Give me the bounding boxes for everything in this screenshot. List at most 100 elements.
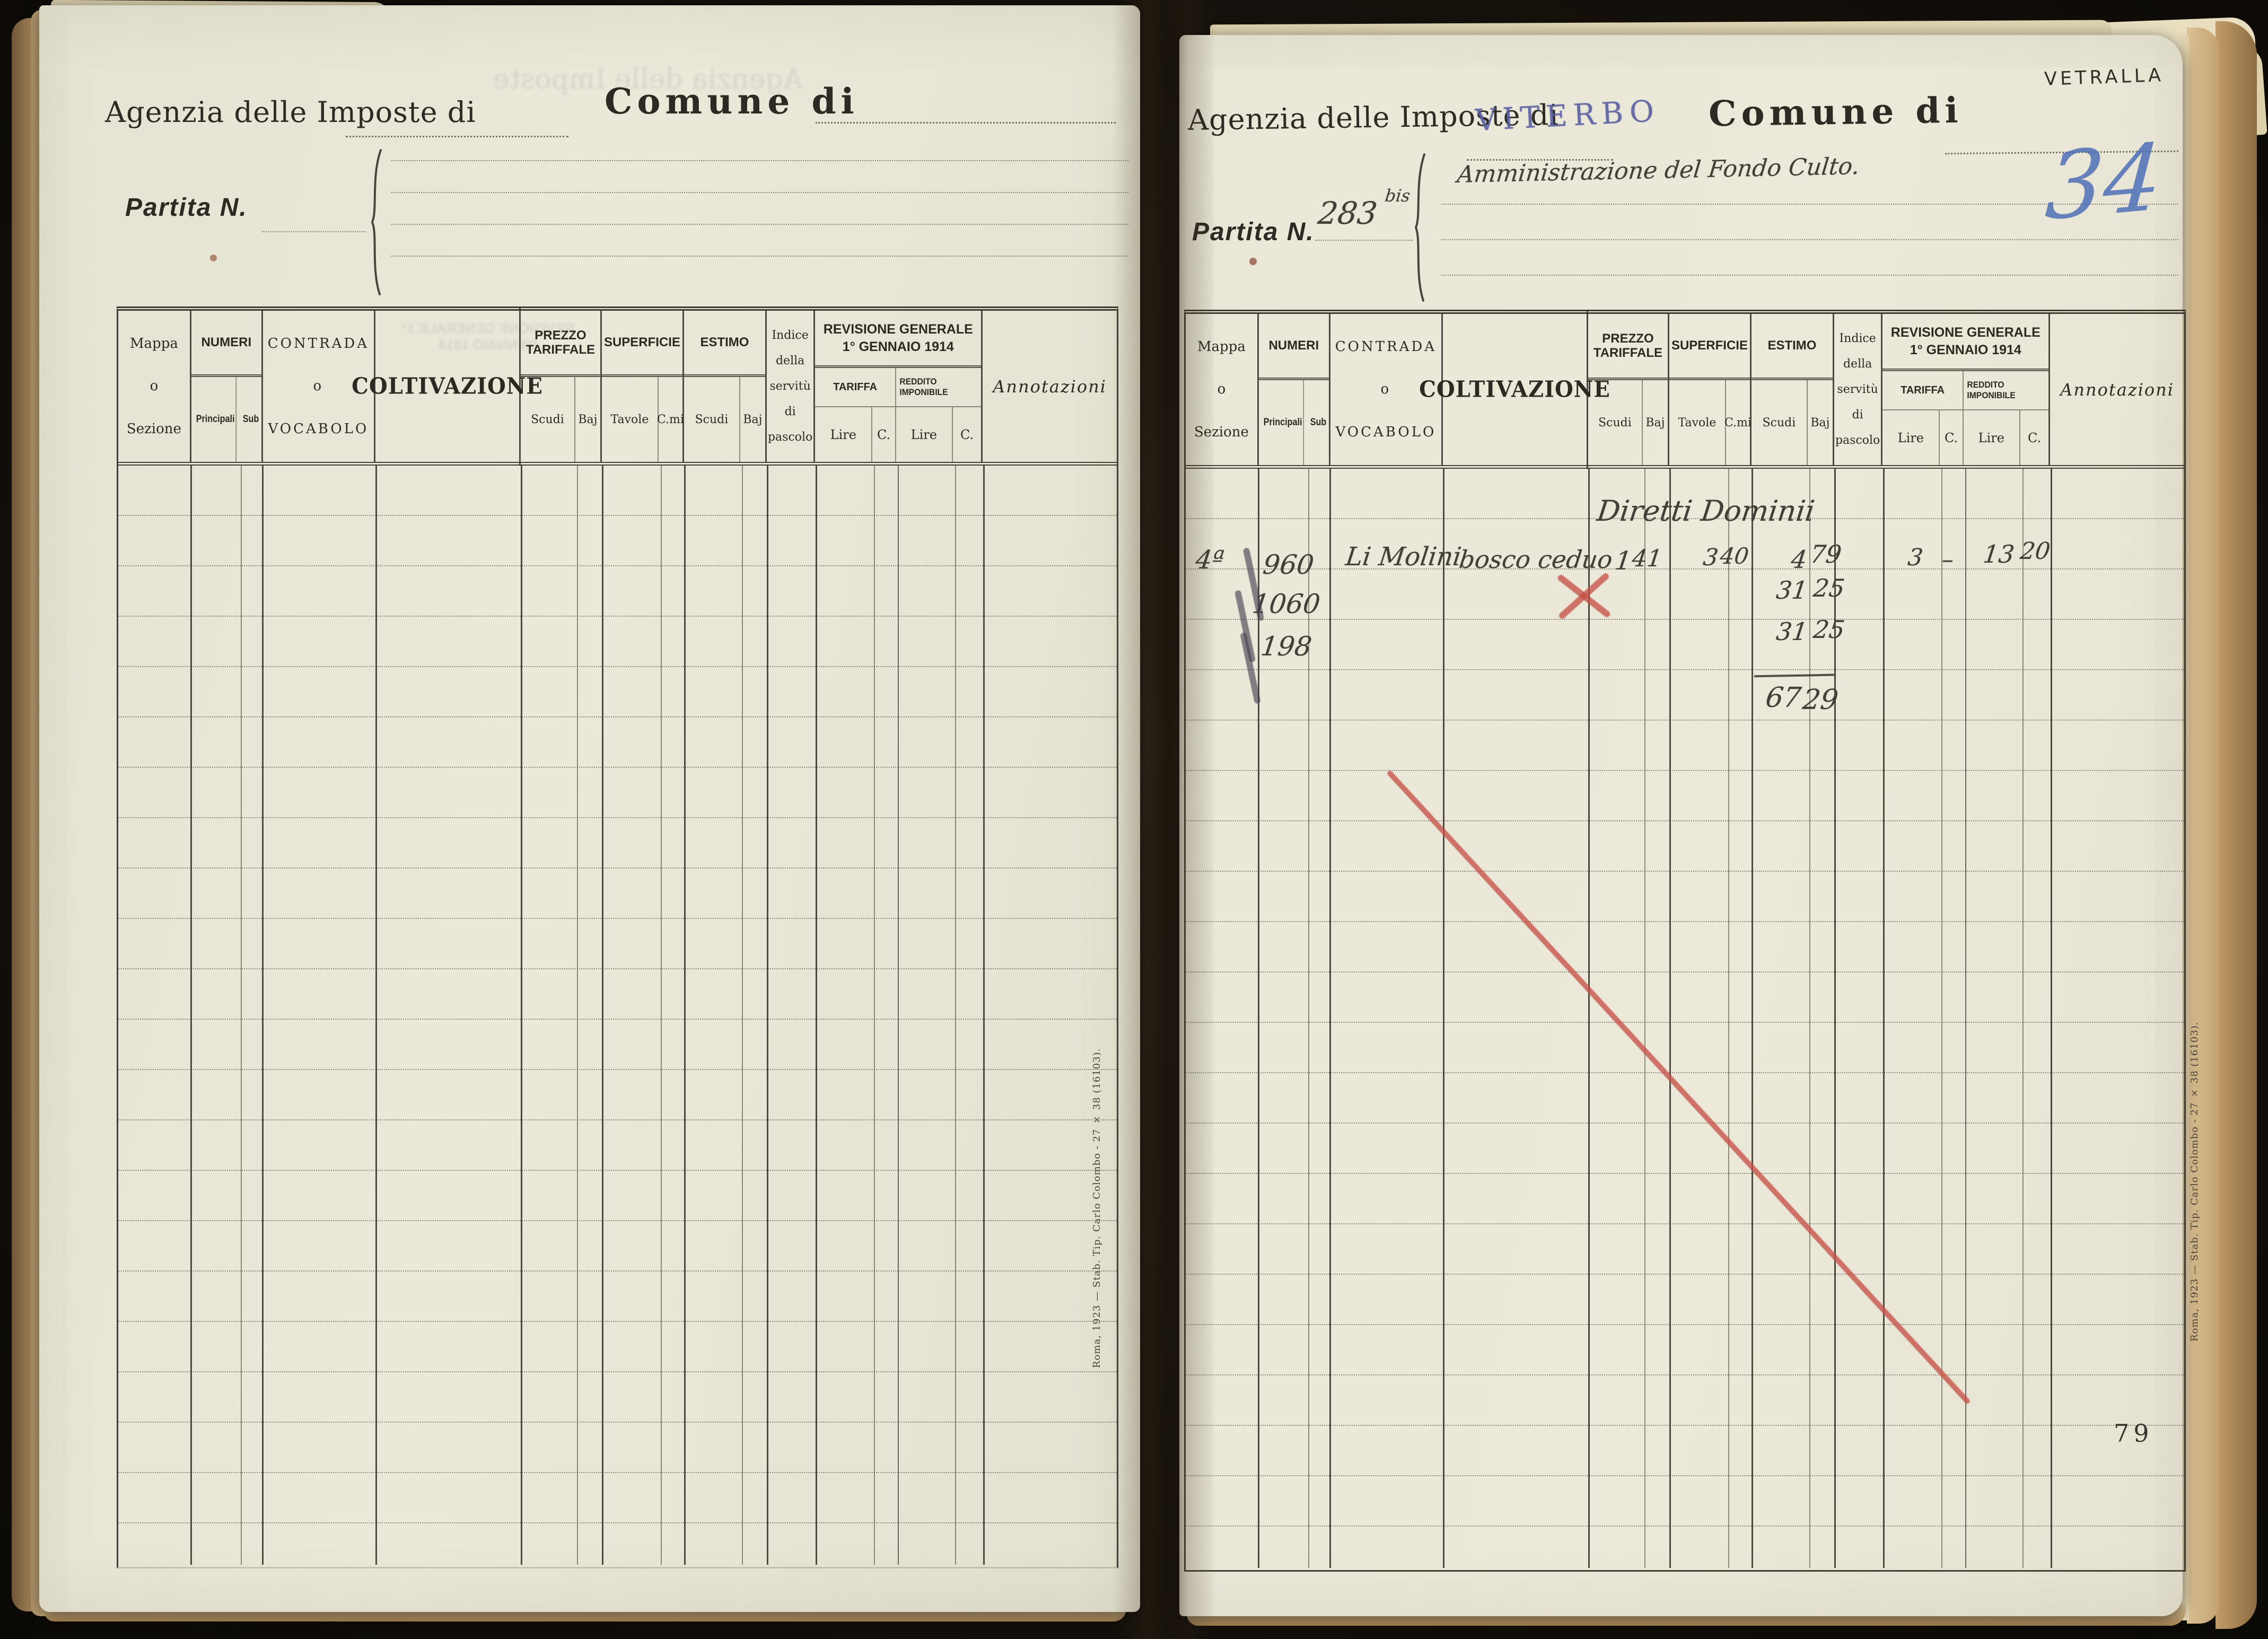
column-line xyxy=(521,466,522,1565)
column-header-numeri: NUMERI Principali Sub xyxy=(191,311,263,462)
fill-in-line xyxy=(816,122,1116,124)
column-header-sub: Sub xyxy=(242,414,259,425)
column-line xyxy=(874,466,875,1565)
column-line xyxy=(1752,469,1753,1568)
ink-stain xyxy=(210,255,217,261)
column-line xyxy=(983,466,985,1565)
column-header-reddito-c: C. xyxy=(2027,430,2042,445)
column-line xyxy=(1965,469,1966,1568)
column-header-tavole: Tavole xyxy=(602,377,659,462)
table-row xyxy=(1186,519,2184,569)
comune-label-left: Comune di xyxy=(605,81,859,122)
column-header-superficie: SUPERFICIE Tavole C.mi xyxy=(601,311,684,462)
fill-in-line xyxy=(1467,159,1613,161)
brace xyxy=(1414,153,1425,302)
page-left xyxy=(39,5,1140,1612)
fill-in-line xyxy=(391,192,1128,193)
table-row xyxy=(1186,620,2184,670)
column-line xyxy=(577,466,578,1565)
table-row xyxy=(118,516,1117,566)
entry-contrada: Li Molini xyxy=(1344,542,1463,572)
table-row xyxy=(1186,771,2184,821)
column-header-reddito-imponibile: REDDITO IMPONIBILE xyxy=(899,376,948,398)
page-number: 79 xyxy=(2114,1419,2153,1448)
table-row xyxy=(1186,1325,2184,1375)
partita-number: 283 xyxy=(1316,195,1379,231)
column-header-tariffa-lire: Lire xyxy=(815,407,873,462)
entry-estimo-baj: 25 xyxy=(1811,574,1846,602)
column-header-tariffa: TARIFFA xyxy=(1882,371,1964,410)
column-line xyxy=(955,466,956,1565)
table-row xyxy=(1186,1124,2184,1174)
table-row xyxy=(1186,721,2184,771)
table-row xyxy=(1186,1527,2184,1568)
column-header-tariffa-c: C. xyxy=(1940,410,1964,465)
table-row xyxy=(118,1523,1117,1565)
table-row xyxy=(1186,972,2184,1023)
fill-in-line xyxy=(262,231,366,232)
table-row xyxy=(1186,922,2184,972)
column-header-reddito-lire: Lire xyxy=(1964,410,2020,465)
column-header-prezzo-tariffale: PREZZO TARIFFALE Scudi Baj xyxy=(520,311,602,462)
table-row xyxy=(118,1473,1117,1523)
table-row xyxy=(118,969,1117,1020)
column-header-estimo-baj: Baj xyxy=(743,413,763,426)
fill-in-line xyxy=(1315,240,1413,241)
entry-numero: 198 xyxy=(1259,631,1313,662)
fill-in-line xyxy=(391,160,1128,161)
table-row xyxy=(118,1171,1117,1221)
column-line xyxy=(767,466,768,1565)
column-header-cmi: C.mi xyxy=(656,413,684,426)
column-line xyxy=(1644,469,1645,1568)
column-header-coltivazione: COLTIVAZIONE xyxy=(352,306,542,466)
column-line xyxy=(1258,469,1259,1568)
table-body xyxy=(118,466,1117,1565)
right-page-stack-edge xyxy=(2187,28,2219,1624)
table-header: Mappa o Sezione NUMERI Principali Sub CO… xyxy=(118,306,1117,466)
column-line xyxy=(816,466,817,1565)
table-row xyxy=(118,818,1117,869)
column-header-prezzo-scudi: Scudi xyxy=(521,377,575,462)
table-row xyxy=(118,869,1117,919)
column-line xyxy=(1308,469,1309,1568)
column-line xyxy=(1588,469,1590,1568)
agenzia-label-left: Agenzia delle Imposte di xyxy=(105,95,476,129)
column-header-prezzo-baj: Baj xyxy=(578,413,598,426)
table-header: Mappa o Sezione NUMERI Principali Sub CO… xyxy=(1186,310,2184,469)
column-header-superficie: SUPERFICIE Tavole C.mi xyxy=(1669,314,1752,465)
table-row xyxy=(1186,1375,2184,1426)
column-header-revisione-generale: REVISIONE GENERALE 1° GENNAIO 1914 TARIF… xyxy=(1882,314,2051,465)
column-header-annotazioni: Annotazioni xyxy=(2060,379,2175,400)
column-header-principali: Principali xyxy=(1263,380,1304,465)
table-row xyxy=(1186,1073,2184,1124)
table-row xyxy=(1186,872,2184,922)
entry-reddito-lire: 13 xyxy=(1981,540,2016,568)
column-line xyxy=(1443,469,1444,1568)
table-row xyxy=(118,1070,1117,1120)
table-row xyxy=(1186,469,2184,519)
column-header-revisione-generale: REVISIONE GENERALE 1° GENNAIO 1914 TARIF… xyxy=(815,311,983,462)
table-row xyxy=(1186,821,2184,872)
fill-in-line xyxy=(391,224,1128,225)
column-header-mappa: Mappa o Sezione xyxy=(1186,314,1259,465)
column-line xyxy=(2051,469,2052,1568)
table-row xyxy=(118,717,1117,768)
entry-reddito-c: 20 xyxy=(2018,538,2052,565)
column-line xyxy=(241,466,242,1565)
column-header-mappa: Mappa o Sezione xyxy=(118,311,191,462)
table-row xyxy=(118,466,1117,516)
column-line xyxy=(602,466,603,1565)
fill-in-line xyxy=(346,136,568,137)
table-row xyxy=(118,919,1117,969)
column-header-contrada: CONTRADA o VOCABOLO xyxy=(1330,314,1443,465)
table-row xyxy=(1186,1174,2184,1224)
column-header-estimo: ESTIMO Scudi Baj xyxy=(1751,314,1834,465)
entry-superficie-cmi: 40 xyxy=(1718,543,1750,569)
column-line xyxy=(375,466,377,1565)
partita-label-left: Partita N. xyxy=(125,194,248,222)
entry-estimo-scudi: 31 xyxy=(1774,617,1809,646)
column-header-estimo-baj: Baj xyxy=(1810,416,1830,430)
column-line xyxy=(2022,469,2024,1568)
total-estimo-baj: 29 xyxy=(1801,684,1840,716)
column-line xyxy=(1728,469,1729,1568)
